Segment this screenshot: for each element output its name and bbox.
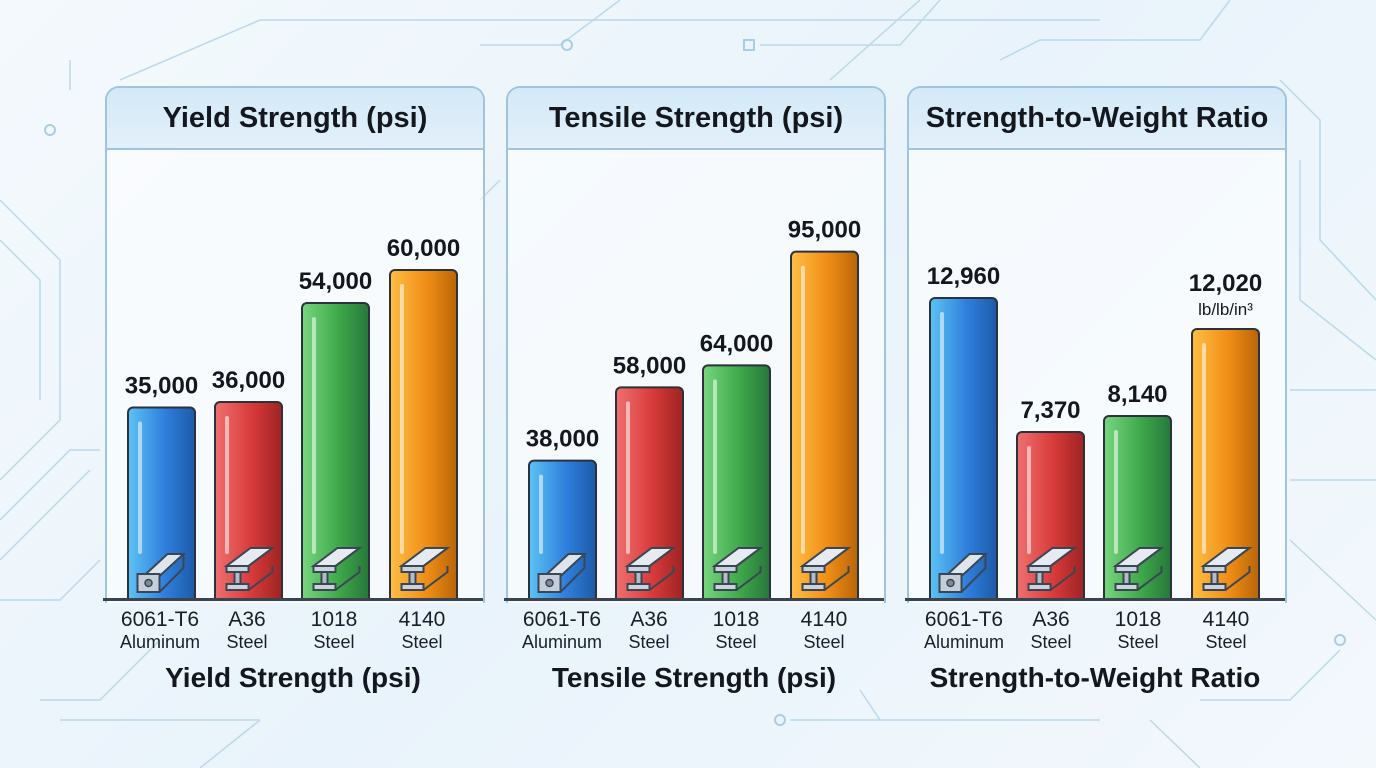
tensile-steel-beam-icon: [711, 547, 764, 591]
tensile-bar-highlight: [539, 474, 543, 554]
ratio-steel-beam-icon: [1112, 547, 1165, 591]
tensile-bar-group: [615, 386, 684, 601]
yield-bar-highlight: [312, 317, 316, 554]
ratio-bar-highlight: [1027, 446, 1031, 554]
yield-aluminum-extrusion-icon: [136, 553, 187, 593]
tensile-baseline: [504, 598, 884, 601]
ratio-panel: Strength-to-Weight Ratio 12,960 7,370 8,14…: [907, 86, 1287, 603]
tensile-value-label: 95,000: [788, 217, 861, 244]
yield-category-label: A36 Steel: [226, 608, 268, 653]
tensile-category-label: A36 Steel: [628, 608, 670, 653]
yield-steel-beam-icon: [223, 547, 276, 591]
tensile-bar-group: [702, 364, 771, 601]
tensile-category-label: 4140 Steel: [800, 608, 848, 653]
tensile-category-label: 1018 Steel: [712, 608, 760, 653]
yield-bar-group: [127, 406, 196, 601]
ratio-bar-group: [1016, 431, 1085, 601]
ratio-bar: [1103, 415, 1172, 601]
yield-bar-highlight: [138, 421, 142, 554]
ratio-xlabel: Strength-to-Weight Ratio: [929, 662, 1261, 693]
tensile-bar-highlight: [713, 379, 717, 554]
ratio-value-label: 12,020: [1189, 270, 1262, 297]
yield-category-label: 4140 Steel: [398, 608, 446, 653]
tensile-bar: [702, 364, 771, 601]
tensile-aluminum-extrusion-icon: [537, 553, 588, 593]
tensile-chart: 38,000 58,000 64,000 95,000: [526, 217, 861, 601]
ratio-bar-highlight: [940, 312, 944, 554]
tensile-xlabel: Tensile Strength (psi): [551, 662, 837, 693]
tensile-bar-highlight: [801, 265, 805, 554]
yield-panel-title: Yield Strength (psi): [107, 88, 483, 150]
tensile-bar: [528, 459, 597, 601]
tensile-bar: [790, 250, 859, 601]
yield-chart: 35,000 36,000 54,000 60,000: [125, 235, 460, 601]
yield-bar-group: [301, 302, 370, 601]
tensile-steel-beam-icon: [624, 547, 677, 591]
ratio-bar-group: [929, 297, 998, 601]
ratio-category-label: 4140 Steel: [1202, 608, 1250, 653]
ratio-bar-highlight: [1202, 343, 1206, 554]
tensile-bar-highlight: [626, 401, 630, 554]
ratio-bar-group: [1103, 415, 1172, 601]
ratio-value-label: 7,370: [1020, 397, 1080, 424]
tensile-steel-beam-icon: [799, 547, 852, 591]
ratio-category-label: A36 Steel: [1030, 608, 1072, 653]
tensile-value-label: 38,000: [526, 426, 599, 453]
yield-bar-group: [389, 269, 458, 601]
yield-value-label: 54,000: [299, 268, 372, 295]
yield-xlabel: Yield Strength (psi): [165, 662, 421, 693]
tensile-category-label: 6061-T6 Aluminum: [521, 608, 603, 653]
ratio-bar: [1191, 328, 1260, 601]
ratio-bar-group: [1191, 328, 1260, 601]
ratio-category-label: 1018 Steel: [1114, 608, 1162, 653]
yield-bar: [389, 269, 458, 601]
ratio-value-label: 12,960: [927, 263, 1000, 290]
ratio-baseline: [905, 598, 1285, 601]
ratio-aluminum-extrusion-icon: [938, 553, 989, 593]
yield-value-label: 36,000: [212, 367, 285, 394]
tensile-panel: Tensile Strength (psi) 38,000 58,000 64,00…: [506, 86, 886, 603]
yield-bar-group: [214, 401, 283, 601]
yield-bar-highlight: [225, 416, 229, 554]
ratio-bar: [1016, 431, 1085, 601]
yield-bar-highlight: [400, 284, 404, 554]
yield-bar: [301, 302, 370, 601]
ratio-value-label: 8,140: [1107, 381, 1167, 408]
tensile-value-label: 64,000: [700, 330, 773, 357]
ratio-unit-label: lb/lb/in³: [1198, 300, 1253, 319]
ratio-bar-highlight: [1114, 430, 1118, 554]
yield-value-label: 60,000: [387, 235, 460, 262]
yield-baseline: [103, 598, 483, 601]
yield-category-label: 6061-T6 Aluminum: [119, 608, 201, 653]
tensile-bar-group: [790, 250, 859, 601]
tensile-bar-group: [528, 459, 597, 601]
yield-panel: Yield Strength (psi) 35,000 36,000 54,000 6…: [105, 86, 485, 603]
ratio-steel-beam-icon: [1025, 547, 1078, 591]
ratio-steel-beam-icon: [1200, 547, 1253, 591]
yield-steel-beam-icon: [310, 547, 363, 591]
yield-category-label: 1018 Steel: [310, 608, 358, 653]
yield-bar: [127, 406, 196, 601]
tensile-value-label: 58,000: [613, 352, 686, 379]
yield-steel-beam-icon: [398, 547, 451, 591]
tensile-panel-title: Tensile Strength (psi): [508, 88, 884, 150]
ratio-chart: 12,960 7,370 8,140 12,020 lb/lb/in³: [927, 263, 1262, 601]
ratio-panel-title: Strength-to-Weight Ratio: [909, 88, 1285, 150]
ratio-bar: [929, 297, 998, 601]
ratio-category-label: 6061-T6 Aluminum: [923, 608, 1005, 653]
yield-value-label: 35,000: [125, 373, 198, 400]
